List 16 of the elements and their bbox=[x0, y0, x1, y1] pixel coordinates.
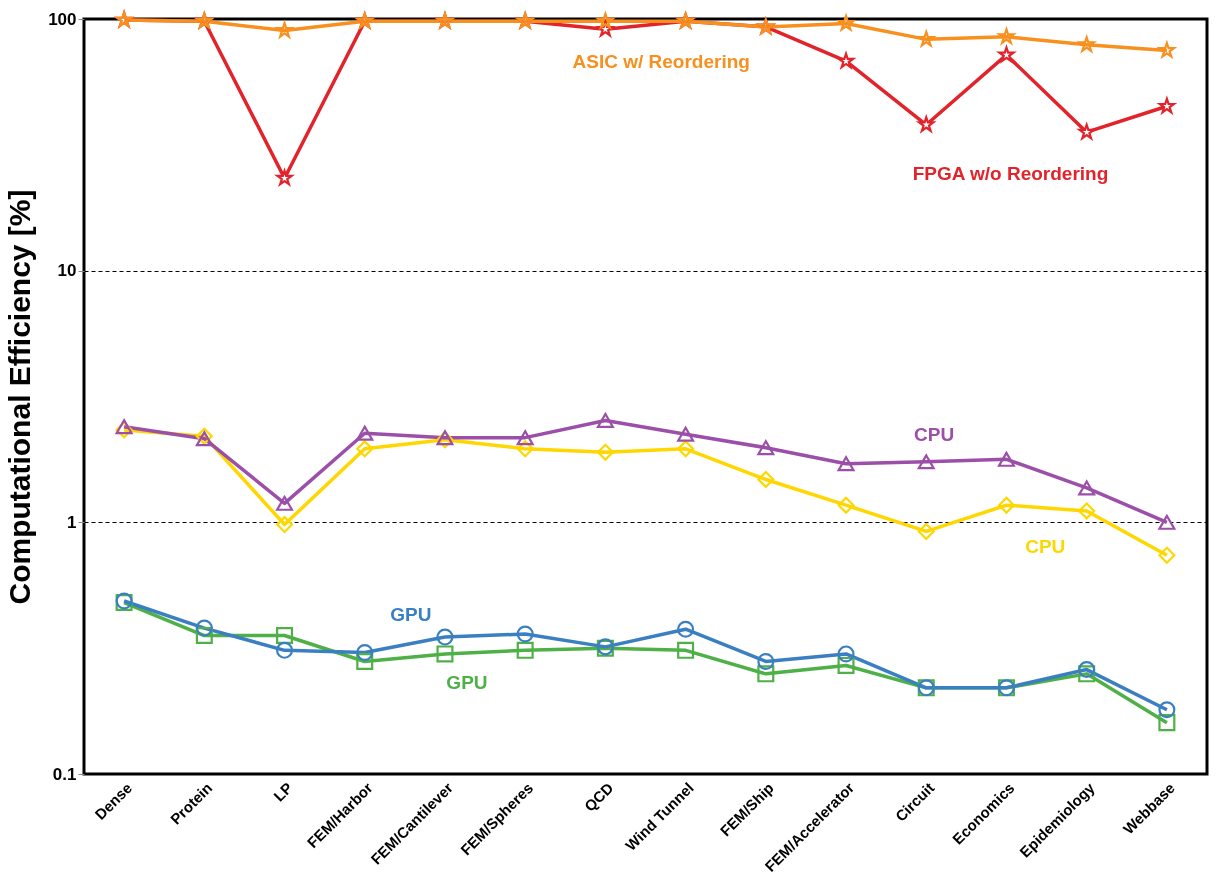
series-label: FPGA w/o Reordering bbox=[912, 162, 1109, 184]
series-label: ASIC w/ Reordering bbox=[572, 51, 750, 73]
series-label: GPU bbox=[446, 671, 488, 693]
point bbox=[274, 19, 295, 40]
point bbox=[835, 12, 857, 33]
y-tick-label: 1 bbox=[67, 512, 77, 532]
y-tick-label: 100 bbox=[48, 9, 77, 29]
y-tick-label: 0.1 bbox=[52, 764, 77, 784]
series-label: GPU bbox=[390, 603, 432, 625]
series-label: CPU bbox=[914, 424, 955, 446]
point bbox=[1156, 95, 1178, 116]
x-tick-label: LP bbox=[270, 779, 296, 805]
y-tick-label: 10 bbox=[57, 261, 77, 281]
point bbox=[1156, 39, 1178, 60]
y-axis-title: Computational Efficiency [%] bbox=[3, 189, 37, 605]
series-label: CPU bbox=[1025, 535, 1066, 557]
